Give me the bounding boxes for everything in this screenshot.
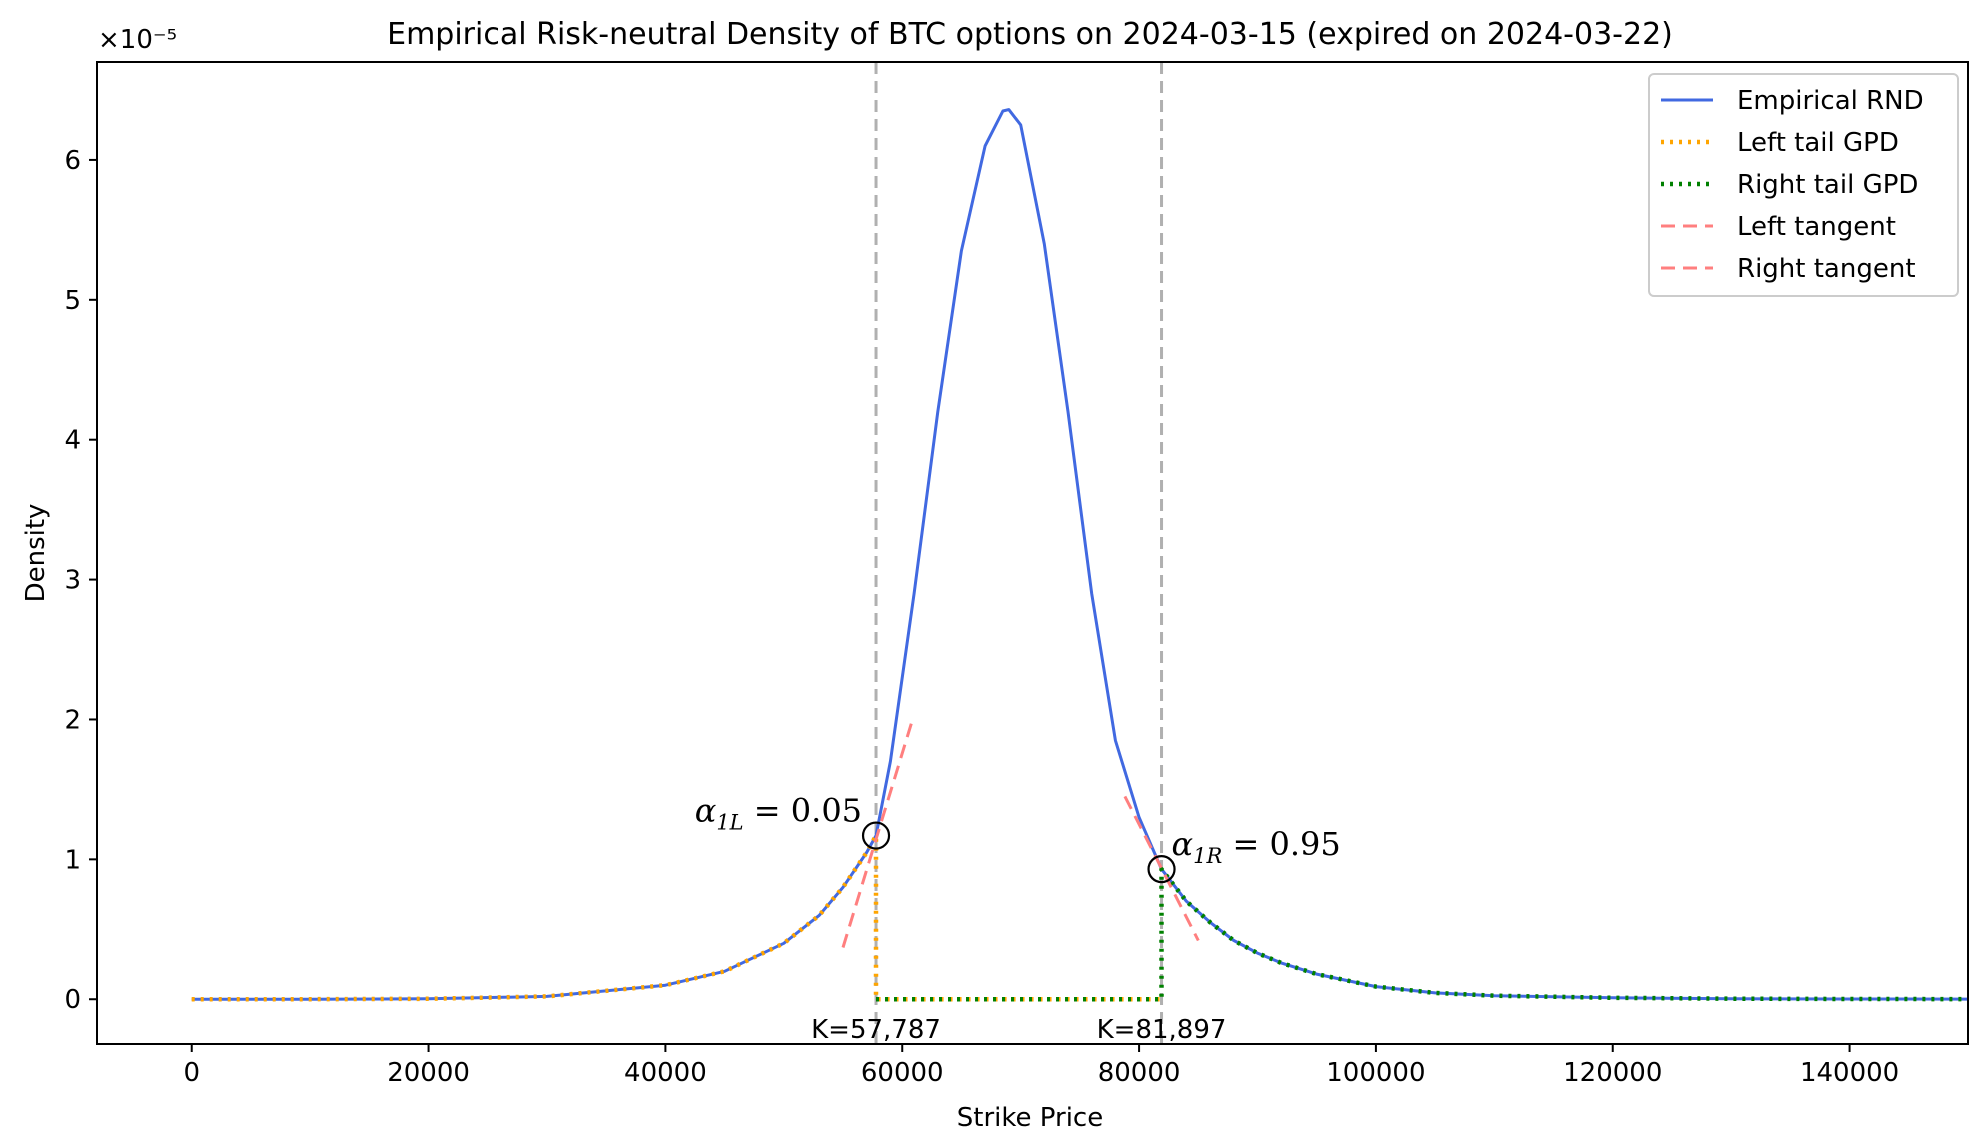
plot-area — [191, 62, 1968, 1044]
series-line-left-tangent — [841, 721, 914, 948]
legend-label-2: Left tail GPD — [1737, 128, 1899, 158]
y-tick-label: 0 — [64, 985, 81, 1015]
threshold-label-1: K=57,787 — [811, 1015, 941, 1045]
plot-frame — [96, 61, 1969, 1045]
x-axis: K=57,787 K=81,897 0 20000 40000 60000 80000 100… — [183, 1015, 1899, 1088]
x-tick-label: 120000 — [1563, 1058, 1662, 1088]
series-line-left-tail-gpd — [191, 833, 1162, 1002]
alpha-label-2: α1R = 0.95 — [1172, 825, 1341, 868]
x-tick-label: 60000 — [861, 1058, 944, 1088]
y-axis: 0 1 2 3 4 5 6 — [64, 146, 97, 1015]
x-tick-label: 40000 — [624, 1058, 707, 1088]
legend-label-1: Empirical RND — [1737, 86, 1924, 116]
alpha-marker-1 — [861, 821, 891, 850]
legend: Empirical RND Left tail GPD Right tail GPD… — [1648, 73, 1959, 297]
x-tick-label: 20000 — [387, 1058, 470, 1088]
alpha-marker-2 — [1147, 855, 1176, 884]
x-tick-label: 80000 — [1098, 1058, 1181, 1088]
x-axis-title: Strike Price — [957, 1103, 1103, 1133]
y-offset-label: ×10⁻⁵ — [98, 25, 177, 55]
x-tick-label: 100000 — [1326, 1058, 1425, 1088]
x-tick-label: 140000 — [1800, 1058, 1899, 1088]
y-tick-label: 6 — [64, 146, 81, 176]
legend-label-5: Right tangent — [1737, 254, 1916, 284]
legend-label-4: Left tangent — [1737, 212, 1896, 242]
chart-title: Empirical Risk-neutral Density of BTC op… — [387, 17, 1673, 52]
y-tick-label: 2 — [64, 705, 81, 735]
y-tick-label: 5 — [64, 286, 81, 316]
y-tick-label: 4 — [64, 426, 81, 456]
y-axis-title: Density — [21, 504, 51, 603]
legend-box — [1648, 73, 1959, 297]
alpha-label-1: α1L = 0.05 — [695, 792, 862, 835]
y-tick-label: 1 — [64, 845, 81, 875]
series-line-right-tail-gpd — [876, 866, 1968, 1002]
legend-label-3: Right tail GPD — [1737, 170, 1918, 200]
x-tick-label: 0 — [183, 1058, 200, 1088]
series-line-right-tangent — [1123, 795, 1200, 942]
threshold-label-2: K=81,897 — [1097, 1015, 1227, 1045]
y-tick-label: 3 — [64, 566, 81, 596]
